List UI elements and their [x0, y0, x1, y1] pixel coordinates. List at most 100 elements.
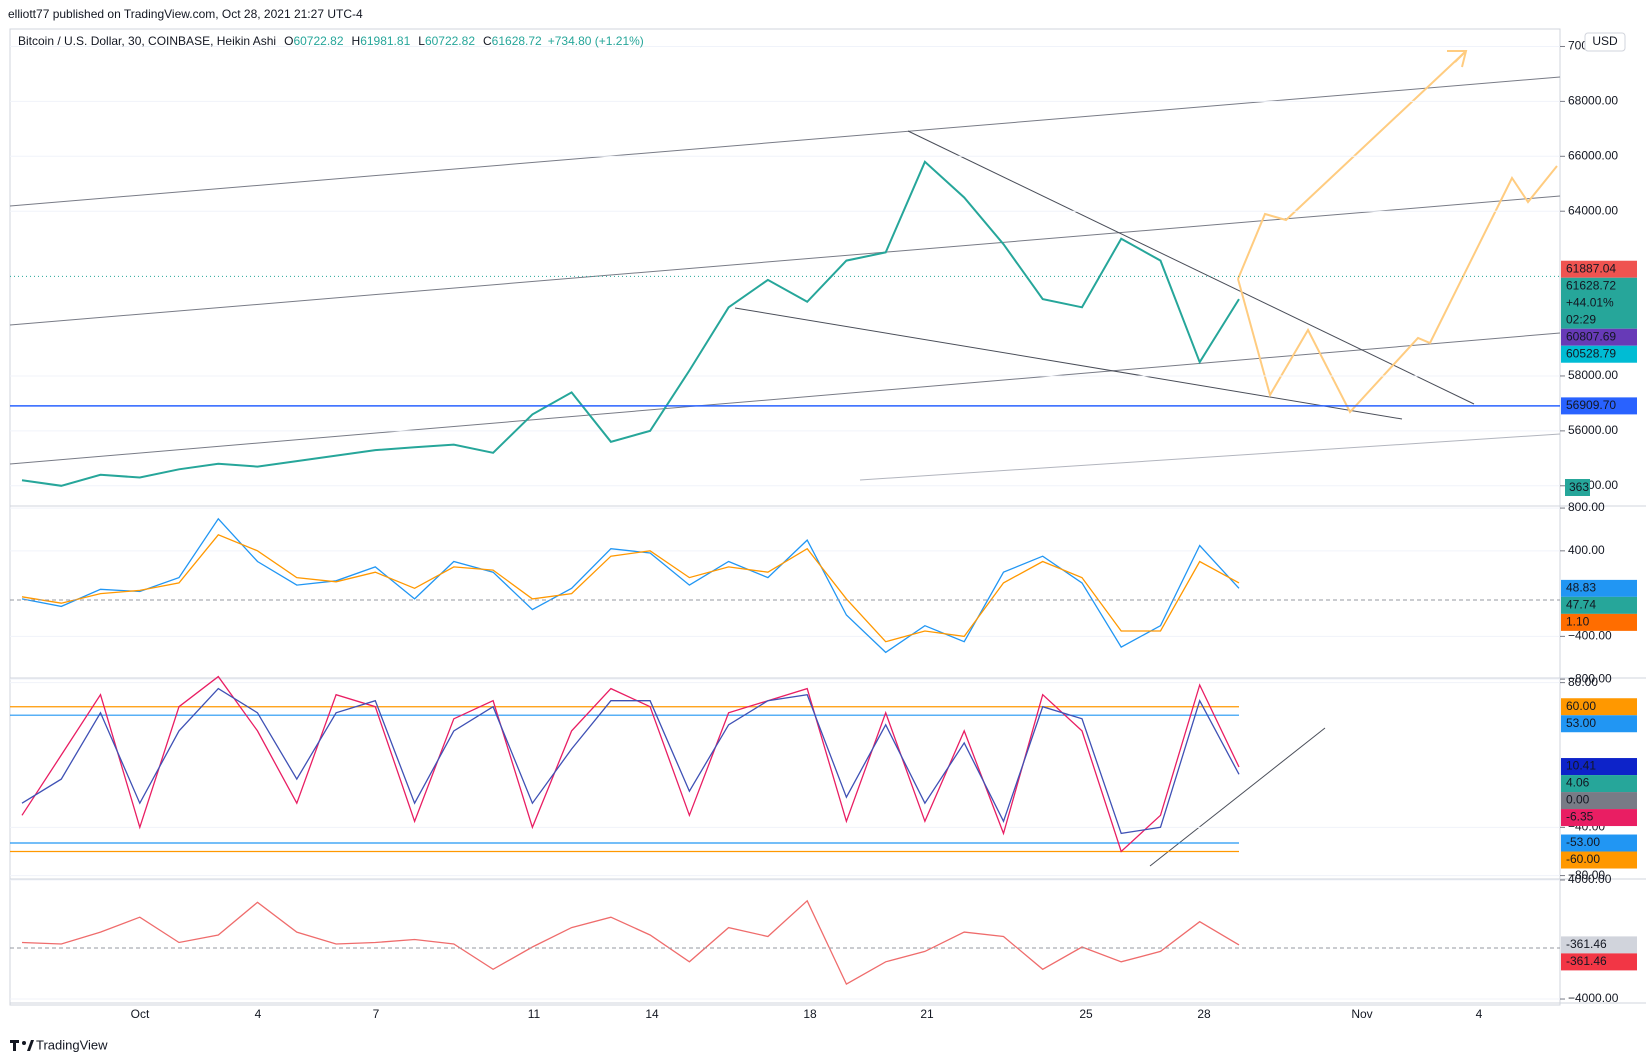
ohlc-key: C — [483, 34, 492, 48]
x-tick-label: 28 — [1197, 1007, 1211, 1021]
price-labels: 61887.04 61628.72 +44.01% 02:29 60807.69 6052… — [1561, 260, 1637, 971]
channel-line — [859, 433, 1561, 481]
y-tick-label: 800.00 — [1568, 500, 1605, 514]
plots — [10, 160, 1560, 986]
price-label: 02:29 — [1566, 312, 1596, 326]
y-tick-label: 64000.00 — [1568, 203, 1618, 217]
currency: USD — [1592, 34, 1618, 48]
logo-mark — [22, 1041, 26, 1045]
ohlc-value: 60722.82 — [293, 34, 343, 48]
price-label-box — [1561, 851, 1637, 869]
ohlc-key: L — [418, 34, 425, 48]
price-label: -361.46 — [1566, 937, 1607, 951]
x-tick-label: 4 — [1476, 1007, 1483, 1021]
price-label: 53.00 — [1566, 716, 1596, 730]
y-tick-label: 56000.00 — [1568, 423, 1618, 437]
price-label-box — [1561, 953, 1637, 971]
price-label: -361.46 — [1566, 954, 1607, 968]
series-line — [21, 160, 1240, 487]
price-label-box — [1561, 397, 1637, 415]
price-label-box — [1561, 758, 1637, 776]
y-tick-label: 66000.00 — [1568, 148, 1618, 162]
price-label: 60.00 — [1566, 699, 1596, 713]
y-tick-label: −400.00 — [1568, 629, 1612, 643]
channel-line — [9, 332, 1561, 465]
y-tick-label: 68000.00 — [1568, 94, 1618, 108]
ohlc-value: 61628.72 — [492, 34, 542, 48]
wedge-line — [734, 307, 1403, 420]
price-label-box — [1561, 698, 1637, 716]
legend: Bitcoin / U.S. Dollar, 30, COINBASE, Hei… — [18, 34, 644, 48]
y-tick-label: 400.00 — [1568, 543, 1605, 557]
y-tick-label: 80.00 — [1568, 675, 1598, 689]
price-label: 1.10 — [1566, 615, 1590, 629]
projection-path — [1237, 51, 1466, 280]
y-tick-label: 4000.00 — [1568, 872, 1612, 886]
series-line — [21, 534, 1240, 643]
price-label: 4.06 — [1566, 776, 1590, 790]
price-label: 61628.72 — [1566, 278, 1616, 292]
price-label-box — [1561, 345, 1637, 363]
projection-path — [1237, 165, 1558, 414]
logo-mark — [27, 1040, 34, 1051]
volume-label-box — [1565, 479, 1590, 496]
price-label-box — [1561, 792, 1637, 810]
y-tick-label: 58000.00 — [1568, 368, 1618, 382]
price-label-box — [1561, 260, 1637, 278]
ohlc-key: H — [352, 34, 361, 48]
price-label-box — [1561, 328, 1637, 346]
price-label: 60807.69 — [1566, 329, 1616, 343]
projection-arrow — [1447, 50, 1468, 68]
channel-line — [9, 195, 1561, 326]
series-line — [21, 899, 1240, 986]
series-line — [21, 517, 1240, 654]
price-label: -6.35 — [1566, 810, 1594, 824]
logo-mark — [13, 1043, 16, 1051]
price-label-box — [1561, 596, 1637, 614]
y-tick-label: −800.00 — [1568, 671, 1612, 685]
symbol: Bitcoin / U.S. Dollar, 30, COINBASE, Hei… — [18, 34, 276, 48]
price-label: 60528.79 — [1566, 346, 1616, 360]
y-tick-label: −80.00 — [1568, 868, 1605, 882]
x-tick-label: 4 — [255, 1007, 262, 1021]
ohlc-value: 60722.82 — [425, 34, 475, 48]
axes: 70000.0068000.0066000.0064000.0058000.00… — [10, 39, 1619, 1021]
wedge-line — [907, 130, 1475, 405]
x-tick-label: 11 — [528, 1007, 541, 1021]
ohlc-key: O — [284, 34, 293, 48]
price-label: 61887.04 — [1566, 261, 1616, 275]
price-label: 48.83 — [1566, 581, 1596, 595]
x-tick-label: Nov — [1351, 1007, 1372, 1021]
currency-badge — [1584, 32, 1626, 52]
change: +734.80 (+1.21%) — [548, 34, 644, 48]
channel-line — [9, 76, 1561, 207]
price-label: -60.00 — [1566, 852, 1600, 866]
x-tick-label: 7 — [373, 1007, 380, 1021]
price-label: +44.01% — [1566, 295, 1614, 309]
price-label-box — [1561, 936, 1637, 954]
price-label: 10.41 — [1566, 759, 1596, 773]
price-label: 56909.70 — [1566, 398, 1616, 412]
price-label-box — [1561, 715, 1637, 733]
price-label-box — [1561, 809, 1637, 827]
x-tick-label: 25 — [1079, 1007, 1093, 1021]
y-tick-label: −4000.00 — [1568, 991, 1619, 1005]
price-label-box — [1561, 834, 1637, 852]
x-tick-label: Oct — [131, 1007, 150, 1021]
logo-mark — [10, 1040, 19, 1043]
price-label: 0.00 — [1566, 793, 1590, 807]
price-label-box — [1561, 277, 1637, 329]
price-label-box — [1561, 613, 1637, 631]
price-label-box — [1561, 775, 1637, 793]
publisher: elliott77 published on TradingView.com, … — [8, 7, 363, 21]
ohlc-value: 61981.81 — [360, 34, 410, 48]
series-line — [21, 675, 1240, 853]
x-tick-label: 21 — [920, 1007, 934, 1021]
price-label-box — [1561, 579, 1637, 597]
x-tick-label: 18 — [803, 1007, 817, 1021]
projection-arrow — [1454, 51, 1466, 63]
projection — [1237, 50, 1558, 414]
footer-logo — [10, 1040, 34, 1051]
